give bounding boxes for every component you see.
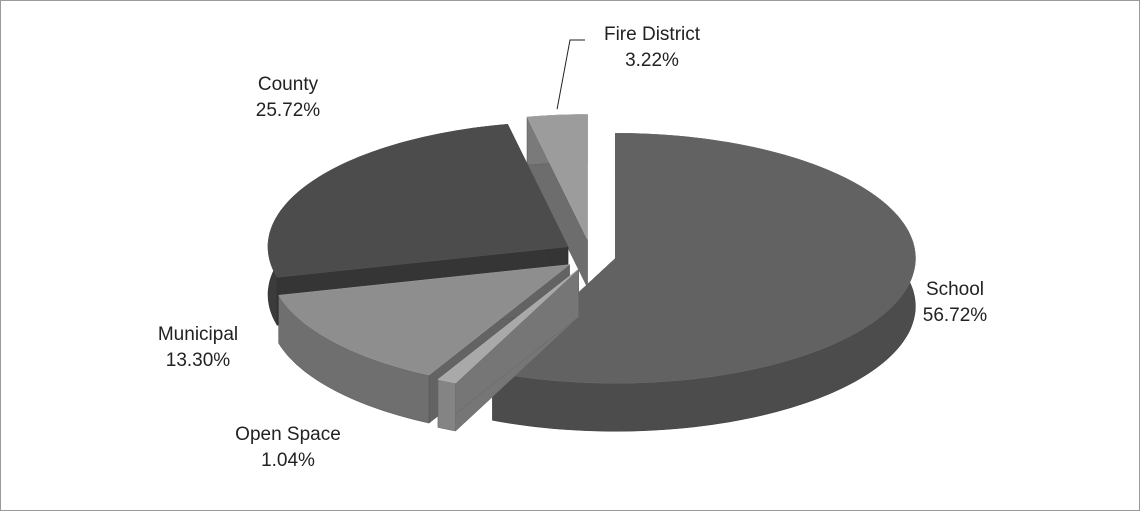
leader-line — [556, 39, 585, 110]
category-label: Open Space — [235, 424, 341, 445]
category-label: Municipal — [158, 324, 238, 345]
value-label: 56.72% — [923, 305, 988, 326]
labels: School 56.72% Open Space 1.04% Municipal 13.3… — [158, 24, 987, 471]
value-label: 1.04% — [261, 450, 315, 471]
value-label: 3.22% — [625, 50, 679, 71]
pie — [267, 114, 916, 432]
slice-wall — [437, 379, 456, 432]
category-label: School — [926, 279, 984, 300]
slice — [491, 133, 916, 384]
slice — [278, 264, 571, 376]
slice — [526, 114, 588, 240]
category-label: County — [258, 74, 319, 95]
slice — [267, 124, 569, 278]
value-label: 25.72% — [256, 100, 321, 121]
category-label: Fire District — [604, 24, 701, 45]
value-label: 13.30% — [166, 350, 231, 371]
slice — [437, 268, 579, 384]
